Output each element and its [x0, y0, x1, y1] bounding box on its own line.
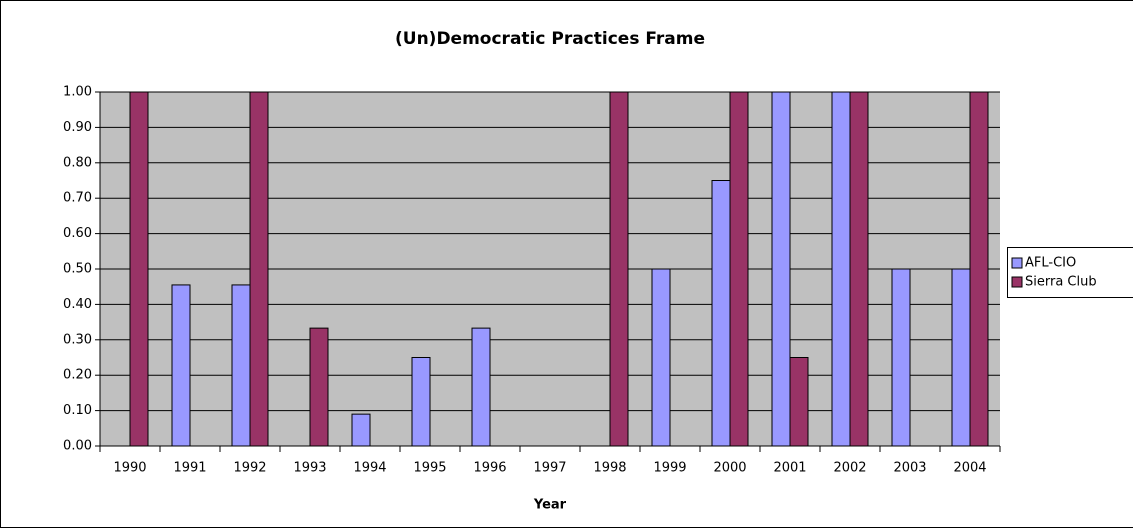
legend-swatch — [1011, 257, 1023, 269]
x-tick-label: 1992 — [233, 461, 266, 476]
bar — [951, 268, 971, 447]
y-tick-label: 0.20 — [63, 368, 92, 383]
y-tick-label: 0.70 — [63, 191, 92, 206]
x-tick-label: 1993 — [293, 461, 326, 476]
bar — [849, 91, 869, 447]
bar — [231, 284, 251, 447]
bar — [969, 91, 989, 447]
bar — [771, 91, 791, 447]
bar — [711, 180, 731, 447]
bar — [831, 91, 851, 447]
bar — [789, 357, 809, 447]
bar — [129, 91, 149, 447]
bar — [651, 268, 671, 447]
y-tick-label: 0.60 — [63, 226, 92, 241]
bar — [729, 91, 749, 447]
x-tick-label: 1990 — [113, 461, 146, 476]
x-tick-label: 2003 — [893, 461, 926, 476]
y-tick-label: 0.40 — [63, 297, 92, 312]
bar — [891, 268, 911, 447]
y-tick-label: 0.00 — [63, 439, 92, 454]
bar — [471, 327, 491, 447]
chart-title: (Un)Democratic Practices Frame — [395, 29, 705, 49]
x-tick-label: 1998 — [593, 461, 626, 476]
x-axis-label: Year — [533, 498, 567, 513]
x-tick-label: 1994 — [353, 461, 386, 476]
legend-box — [1007, 247, 1133, 298]
x-tick-label: 2001 — [773, 461, 806, 476]
x-tick-label: 2002 — [833, 461, 866, 476]
legend-label: Sierra Club — [1025, 275, 1097, 290]
x-tick-label: 1996 — [473, 461, 506, 476]
bar — [309, 327, 329, 447]
y-tick-label: 0.50 — [63, 262, 92, 277]
y-tick-label: 0.30 — [63, 332, 92, 347]
y-tick-label: 0.10 — [63, 403, 92, 418]
x-tick-label: 2004 — [953, 461, 986, 476]
x-tick-label: 1995 — [413, 461, 446, 476]
x-tick-label: 1991 — [173, 461, 206, 476]
bar — [609, 91, 629, 447]
y-tick-label: 0.80 — [63, 155, 92, 170]
bar — [411, 357, 431, 447]
y-tick-label: 0.90 — [63, 120, 92, 135]
legend-label: AFL-CIO — [1025, 256, 1076, 271]
bar — [351, 413, 371, 447]
y-tick-label: 1.00 — [63, 85, 92, 100]
legend-swatch — [1011, 276, 1023, 288]
x-tick-label: 1997 — [533, 461, 566, 476]
x-tick-label: 1999 — [653, 461, 686, 476]
bar — [249, 91, 269, 447]
bar — [171, 284, 191, 447]
x-tick-label: 2000 — [713, 461, 746, 476]
